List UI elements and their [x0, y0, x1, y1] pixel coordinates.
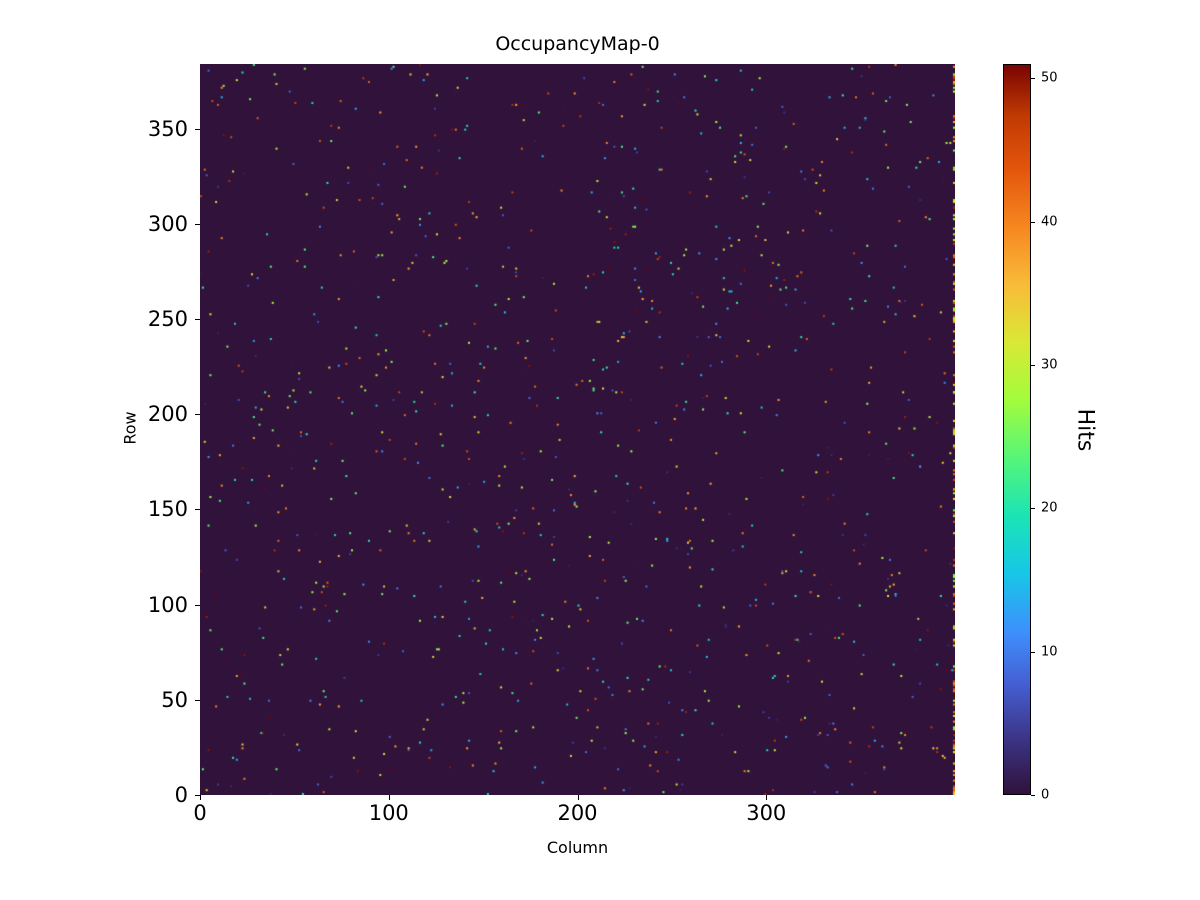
- colorbar-tick-mark: [1031, 365, 1035, 366]
- plot-title: OccupancyMap-0: [495, 33, 660, 55]
- y-tick-label: 300: [147, 211, 188, 236]
- colorbar-tick-label: 30: [1041, 357, 1058, 373]
- heatmap-canvas: [200, 64, 955, 795]
- colorbar-tick-label: 40: [1041, 214, 1058, 230]
- colorbar-tick-mark: [1031, 508, 1035, 510]
- y-tick-mark: [195, 128, 200, 130]
- colorbar-tick-mark: [1031, 651, 1035, 653]
- colorbar-tick-label: 0: [1041, 787, 1050, 803]
- x-tick-mark: [577, 795, 579, 800]
- colorbar-label: Hits: [1072, 408, 1098, 452]
- x-tick-label: 100: [368, 801, 409, 825]
- x-axis-label: Column: [546, 838, 609, 857]
- plot-area: [200, 64, 955, 795]
- x-tick-label: 300: [746, 801, 787, 825]
- y-tick-mark: [195, 699, 200, 701]
- y-tick-mark: [195, 319, 200, 321]
- y-axis-label: Row: [120, 411, 140, 445]
- colorbar-tick-label: 50: [1041, 70, 1058, 86]
- y-tick-label: 250: [147, 307, 188, 332]
- x-tick-label: 0: [193, 801, 207, 825]
- y-tick-label: 200: [147, 402, 188, 427]
- y-tick-label: 0: [174, 783, 188, 807]
- y-tick-mark: [195, 509, 200, 511]
- y-tick-mark: [195, 223, 200, 225]
- x-tick-label: 200: [557, 801, 598, 825]
- colorbar-tick-mark: [1031, 78, 1035, 80]
- x-tick-mark: [200, 795, 201, 800]
- y-tick-mark: [195, 604, 200, 606]
- y-tick-mark: [195, 795, 200, 796]
- y-tick-label: 350: [147, 116, 188, 141]
- colorbar-tick-label: 20: [1041, 500, 1058, 516]
- y-tick-mark: [195, 414, 200, 416]
- colorbar-tick-mark: [1031, 795, 1035, 796]
- y-tick-label: 50: [161, 687, 188, 712]
- colorbar-tick-mark: [1031, 221, 1035, 223]
- x-tick-mark: [388, 795, 390, 800]
- y-tick-label: 100: [147, 592, 188, 617]
- colorbar: [1003, 64, 1031, 795]
- colorbar-tick-label: 10: [1041, 644, 1058, 660]
- x-tick-mark: [766, 795, 768, 800]
- y-tick-label: 150: [147, 497, 188, 522]
